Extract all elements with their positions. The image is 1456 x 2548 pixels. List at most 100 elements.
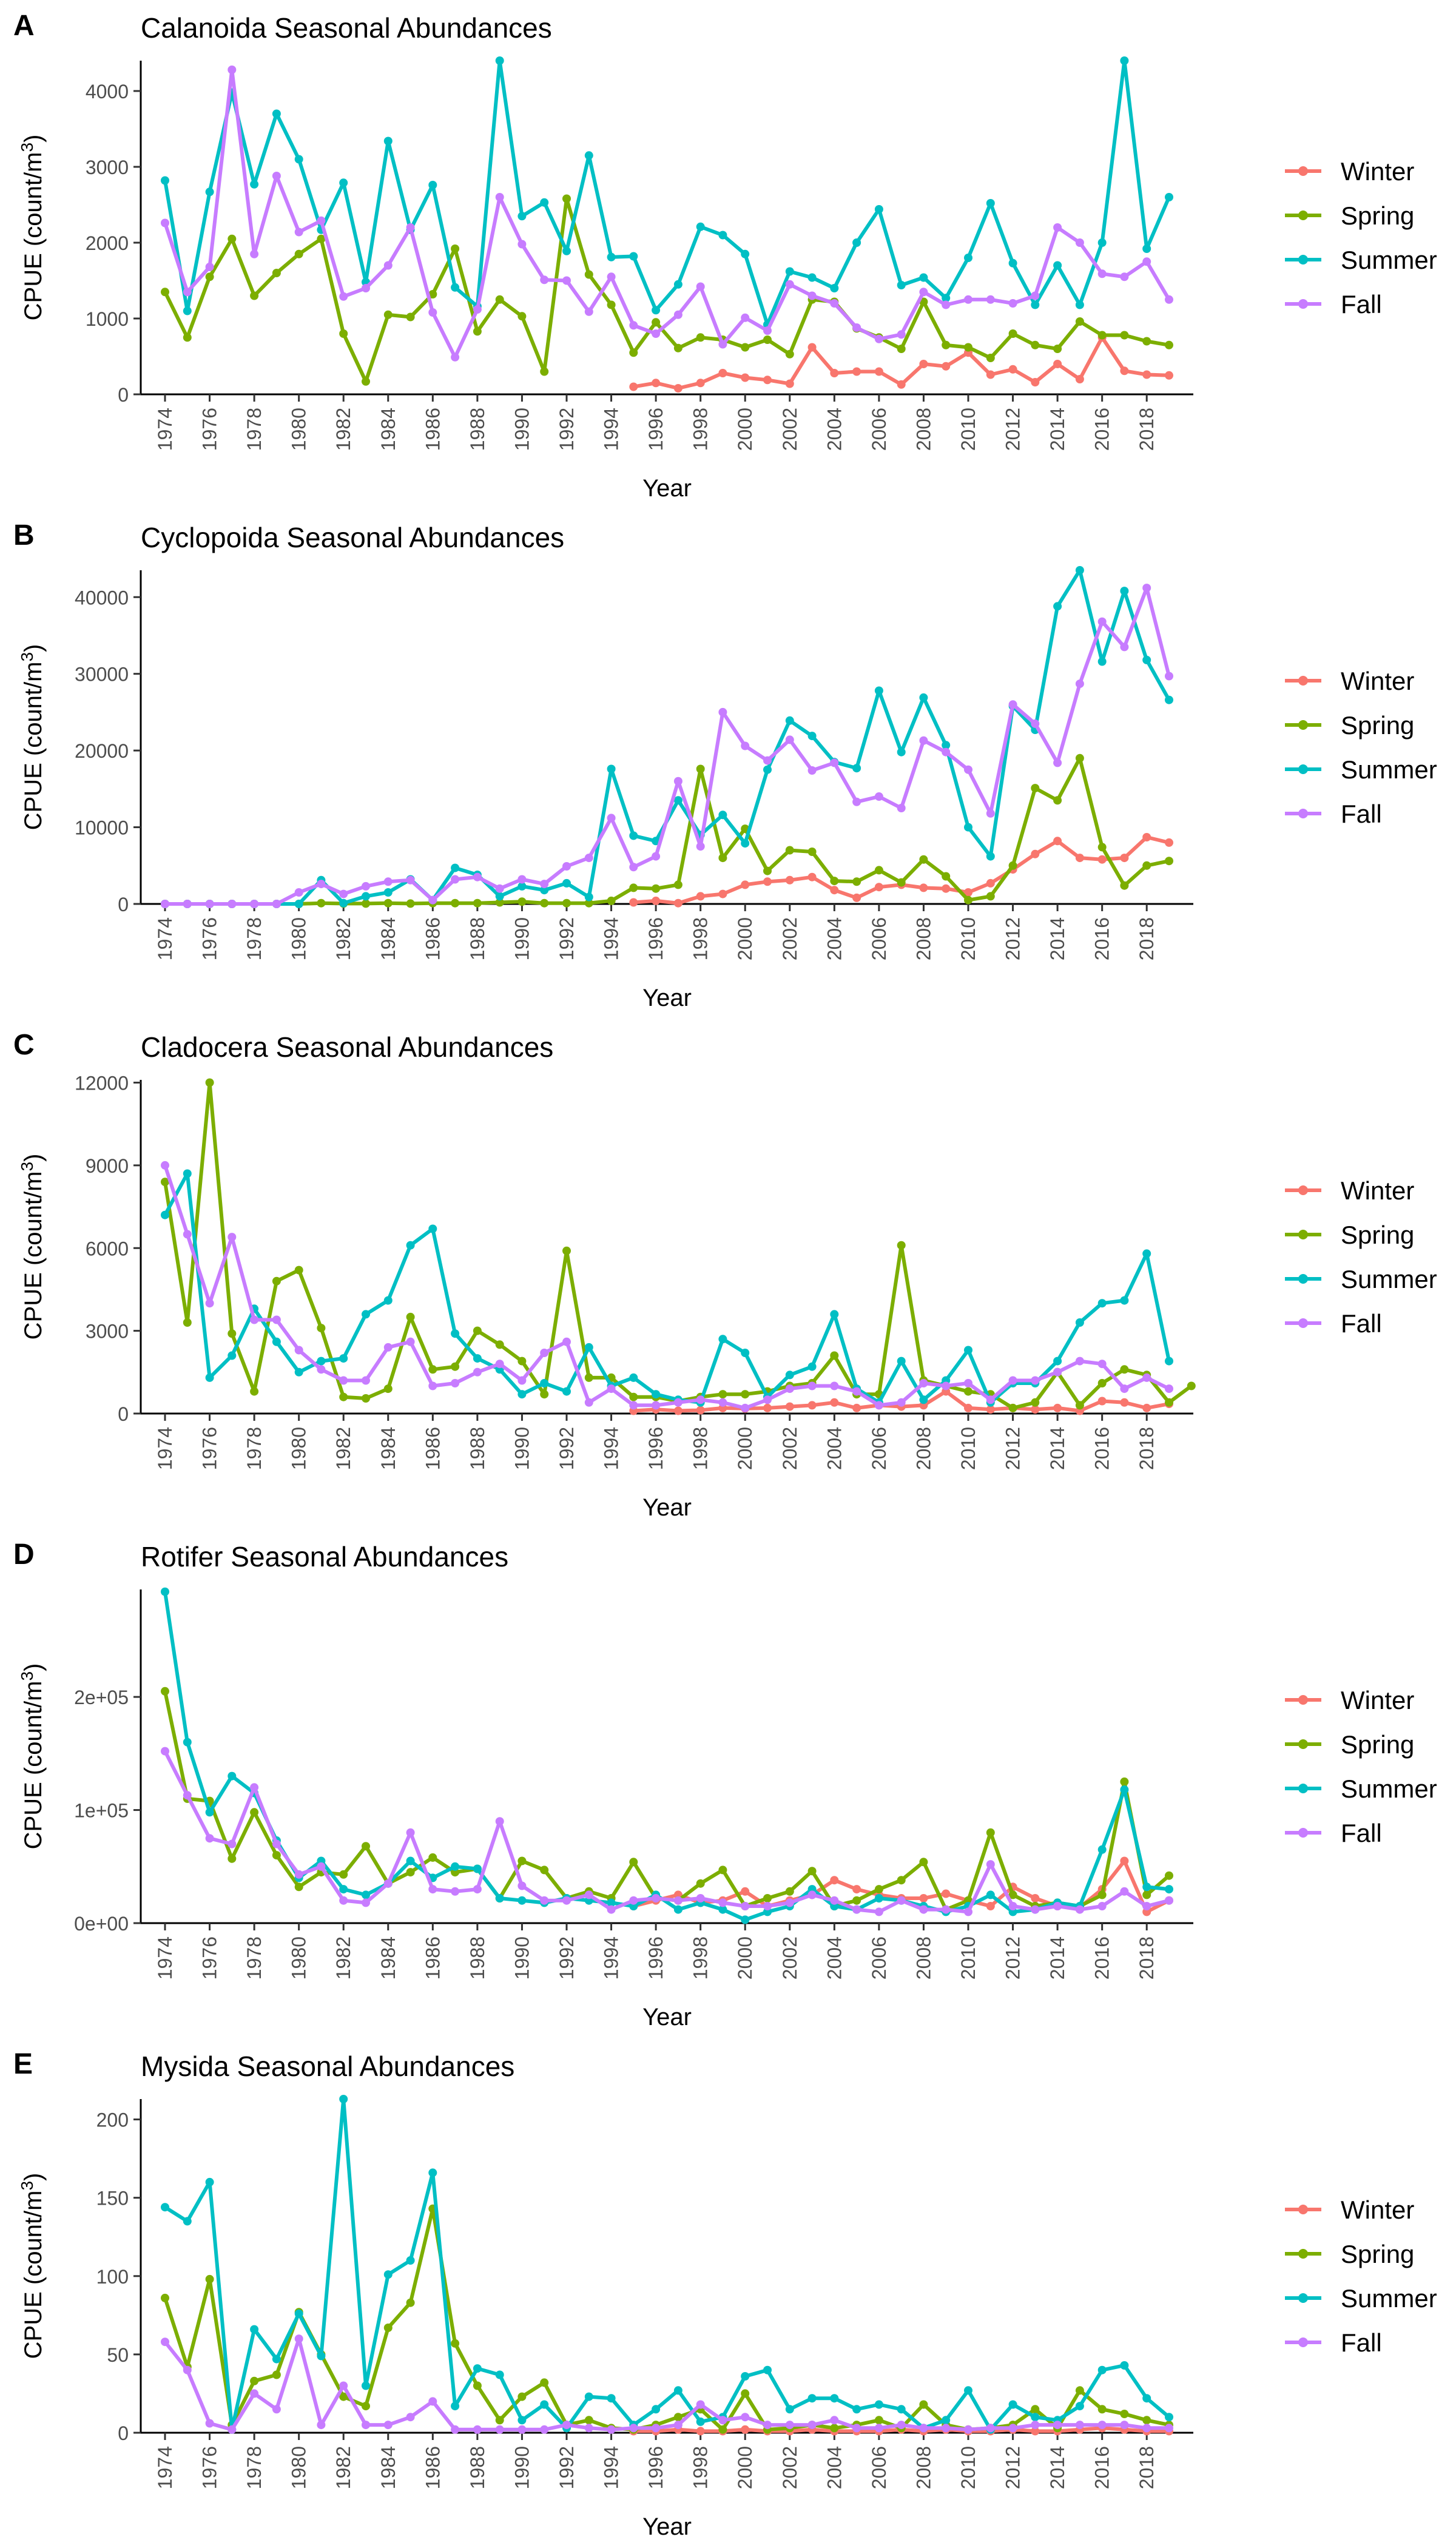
data-point-spring [294, 1882, 303, 1892]
data-point-fall [294, 2334, 303, 2344]
series-line-spring [163, 197, 1170, 383]
data-point-fall [183, 288, 192, 297]
x-tick-label: 1980 [288, 2446, 310, 2489]
x-tick-label: 1978 [243, 2446, 265, 2489]
legend-key-point [1298, 1739, 1308, 1749]
data-point-winter [763, 877, 772, 886]
data-point-fall [250, 900, 259, 908]
data-point-spring [652, 884, 661, 893]
x-tick-label: 2010 [957, 408, 979, 451]
data-point-fall [161, 2337, 169, 2347]
x-tick-label: 2018 [1136, 408, 1158, 451]
data-point-spring [1187, 1381, 1196, 1390]
x-tick-label: 2004 [823, 1936, 845, 1980]
data-point-fall [1142, 1902, 1151, 1910]
data-point-summer [362, 1310, 370, 1319]
data-point-fall [652, 852, 661, 861]
x-tick-label: 2000 [734, 917, 756, 960]
data-point-fall [830, 1896, 839, 1905]
data-point-fall [1165, 295, 1173, 304]
data-point-summer [1075, 2402, 1084, 2411]
data-point-summer [294, 1367, 303, 1377]
panel-label: D [13, 1539, 35, 1571]
data-point-fall [1075, 679, 1084, 689]
x-tick-label: 1984 [377, 408, 399, 451]
x-tick-label: 2010 [957, 917, 979, 960]
data-point-summer [673, 2386, 682, 2395]
data-point-fall [294, 1870, 303, 1879]
data-point-summer [1075, 566, 1084, 575]
data-point-fall [562, 1337, 571, 1346]
data-point-fall [362, 284, 370, 292]
y-axis-label: CPUE (count/m3) [18, 135, 47, 321]
x-tick-label: 1978 [243, 917, 265, 960]
data-point-summer [964, 254, 972, 262]
data-point-fall [473, 2425, 482, 2434]
data-point-summer [696, 222, 705, 231]
x-axis-label: Year [642, 2513, 692, 2540]
data-point-fall [183, 1791, 192, 1800]
x-tick-label: 1982 [332, 1936, 354, 1980]
legend-label: Summer [1341, 246, 1437, 274]
data-point-fall [807, 766, 817, 775]
data-point-fall [406, 2413, 415, 2422]
x-tick-label: 1980 [288, 1427, 310, 1470]
data-point-spring [272, 2370, 281, 2379]
data-point-fall [1097, 1902, 1107, 1910]
data-point-spring [1097, 843, 1107, 852]
data-point-summer [919, 273, 928, 282]
data-point-winter [1031, 378, 1040, 386]
data-point-spring [919, 855, 928, 864]
data-point-spring [1053, 796, 1062, 805]
data-point-spring [1097, 331, 1107, 340]
data-point-winter [986, 1405, 995, 1414]
data-point-fall [451, 2425, 460, 2434]
data-point-fall [830, 299, 839, 308]
data-point-winter [964, 1403, 972, 1412]
data-point-fall [763, 326, 772, 335]
data-point-fall [1008, 700, 1017, 709]
data-point-spring [696, 1879, 705, 1888]
x-tick-label: 1982 [332, 2446, 354, 2489]
legend-label: Winter [1341, 2196, 1414, 2224]
data-point-summer [1053, 261, 1062, 270]
data-point-fall [830, 1381, 839, 1390]
x-tick-label: 2016 [1091, 2446, 1113, 2489]
series-line-fall [163, 2337, 1169, 2432]
data-point-spring [874, 866, 883, 875]
x-tick-label: 1994 [601, 408, 622, 451]
data-point-spring [540, 367, 549, 376]
data-point-summer [473, 1864, 482, 1873]
data-point-summer [1097, 1845, 1107, 1854]
data-point-summer [741, 249, 750, 258]
series-line-winter [633, 835, 1170, 905]
panel-b: B Cyclopoida Seasonal Abundances 0 10000 200… [13, 519, 1437, 1011]
data-point-winter [785, 379, 794, 388]
data-point-summer [1165, 2413, 1173, 2422]
data-point-summer [874, 686, 883, 695]
data-point-spring [250, 1808, 259, 1817]
x-tick-label: 1978 [243, 408, 265, 451]
data-point-spring [517, 312, 527, 321]
data-point-fall [919, 736, 928, 745]
x-tick-label: 1986 [422, 408, 443, 451]
data-point-fall [1120, 1384, 1129, 1394]
data-point-spring [852, 1896, 861, 1905]
data-point-winter [673, 898, 682, 908]
data-point-spring [495, 1340, 504, 1349]
data-point-summer [1008, 2400, 1017, 2409]
x-tick-label: 1980 [288, 1936, 310, 1980]
data-point-spring [763, 866, 772, 875]
data-point-spring [1142, 2416, 1151, 2425]
data-point-summer [562, 246, 571, 255]
data-point-summer [317, 1357, 326, 1366]
data-point-fall [986, 2424, 995, 2433]
data-point-fall [383, 2421, 393, 2430]
x-tick-label: 2000 [734, 2446, 756, 2489]
x-tick-label: 2016 [1091, 1427, 1113, 1470]
data-point-summer [540, 886, 549, 895]
series-line-summer [163, 59, 1171, 326]
legend-key-point [1298, 2249, 1308, 2259]
data-point-spring [830, 1351, 839, 1360]
